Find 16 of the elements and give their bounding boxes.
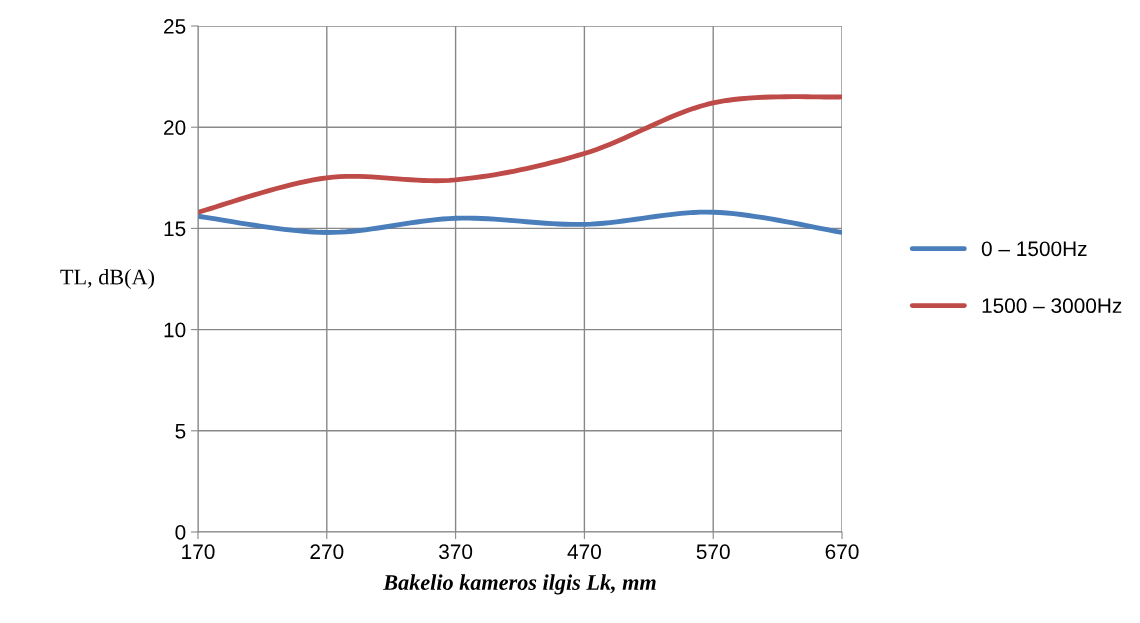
y-tick-label: 15 [164,221,186,237]
x-tick-label: 370 [439,544,473,560]
x-tick-label: 670 [825,544,859,560]
x-tick-label: 570 [696,544,730,560]
y-tick-label: 5 [175,424,186,439]
y-tick-label: 25 [164,19,186,34]
y-tick-label: 0 [175,525,186,540]
x-tick-label: 170 [182,544,215,560]
y-tick-label: 10 [164,322,186,338]
x-tick-label: 470 [567,544,601,560]
y-tick-label: 20 [164,120,186,135]
legend-label: 1500 – 3000Hz [982,298,1122,314]
x-tick-label: 270 [310,544,344,560]
legend-label: 0 – 1500Hz [981,241,1087,257]
y-axis-title: TL, dB(A) [60,268,155,290]
x-axis-title: Bakelio kameros ilgis Lk, mm [383,574,656,595]
